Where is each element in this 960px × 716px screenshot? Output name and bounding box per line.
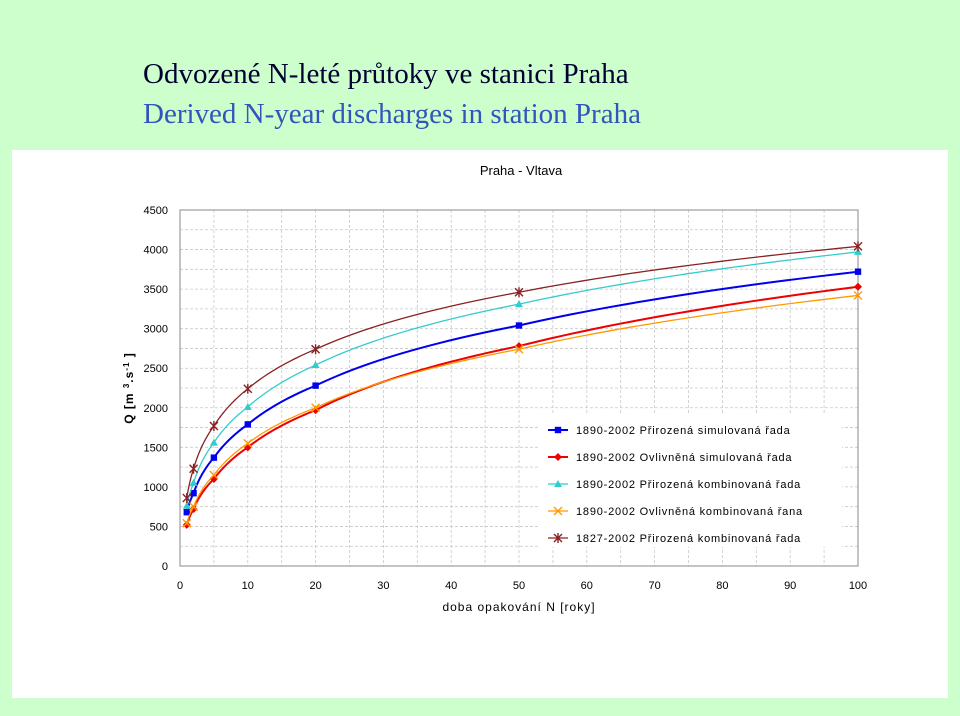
legend-marker-3 bbox=[554, 480, 562, 487]
legend-label-1: 1890-2002 Přirozená simulovaná řada bbox=[576, 425, 791, 437]
x-tick-label: 70 bbox=[648, 580, 660, 592]
series-3-point bbox=[311, 361, 320, 369]
series-5-point bbox=[514, 287, 524, 298]
series-1-point bbox=[854, 268, 862, 275]
x-tick-label: 30 bbox=[377, 580, 389, 592]
y-tick-label: 2000 bbox=[144, 403, 168, 415]
slide-title-czech: Odvozené N-leté průtoky ve stanici Praha bbox=[143, 58, 629, 90]
legend-label-4: 1890-2002 Ovlivněná kombinovaná řana bbox=[576, 506, 803, 518]
series-4-point bbox=[514, 344, 524, 354]
legend-marker-1 bbox=[554, 426, 562, 434]
series-5-point bbox=[189, 463, 199, 474]
x-tick-label: 80 bbox=[716, 580, 728, 592]
x-tick-label: 0 bbox=[177, 580, 183, 592]
y-tick-label: 1000 bbox=[144, 482, 168, 494]
y-axis-label: Q [m 3.s-1 ] bbox=[122, 352, 137, 424]
x-tick-label: 100 bbox=[849, 580, 867, 592]
series-3-point bbox=[243, 402, 252, 410]
legend-label-3: 1890-2002 Přirozená kombinovaná řada bbox=[576, 479, 801, 491]
series-3-point bbox=[189, 478, 198, 486]
y-tick-label: 1500 bbox=[144, 442, 168, 454]
series-4-point bbox=[182, 518, 192, 528]
series-3-point bbox=[515, 300, 523, 308]
series-5-point bbox=[182, 492, 192, 503]
series-1-point bbox=[183, 509, 190, 516]
x-tick-label: 40 bbox=[445, 580, 457, 592]
series-1-point bbox=[210, 454, 218, 461]
y-tick-label: 3500 bbox=[144, 284, 168, 296]
series-5-point bbox=[853, 241, 863, 252]
series-1-point bbox=[515, 322, 523, 329]
legend-marker-2 bbox=[554, 453, 562, 461]
x-tick-label: 90 bbox=[784, 580, 796, 592]
y-tick-label: 3000 bbox=[144, 324, 168, 336]
y-tick-label: 2500 bbox=[144, 363, 168, 375]
series-2-point bbox=[854, 282, 862, 291]
x-tick-label: 60 bbox=[581, 580, 593, 592]
y-tick-label: 4000 bbox=[144, 245, 168, 257]
series-3-point bbox=[209, 438, 218, 446]
legend-marker-5 bbox=[553, 533, 563, 543]
slide-title-english: Derived N-year discharges in station Pra… bbox=[143, 98, 641, 130]
series-5-point bbox=[311, 344, 321, 355]
legend-marker-4 bbox=[553, 506, 563, 516]
plot-border bbox=[179, 209, 859, 567]
series-2-point bbox=[182, 520, 191, 529]
series-4-point bbox=[209, 470, 219, 480]
x-axis-label: doba opakování N [roky] bbox=[442, 600, 595, 614]
series-5-point bbox=[243, 383, 253, 394]
series-4-point bbox=[311, 403, 321, 413]
series-1-point bbox=[190, 490, 197, 497]
chart-title: Praha - Vltava bbox=[480, 163, 563, 178]
series-4-point bbox=[243, 438, 253, 448]
x-tick-label: 50 bbox=[513, 580, 525, 592]
x-tick-label: 10 bbox=[242, 580, 254, 592]
series-1-point bbox=[244, 421, 251, 428]
series-3-point bbox=[854, 247, 862, 255]
series-4-point bbox=[853, 290, 863, 300]
y-tick-label: 4500 bbox=[144, 205, 168, 217]
legend-label-2: 1890-2002 Ovlivněná simulovaná řada bbox=[576, 452, 792, 464]
series-3-point bbox=[182, 501, 191, 509]
y-tick-label: 0 bbox=[162, 561, 168, 573]
y-tick-label: 500 bbox=[150, 521, 168, 533]
legend-box bbox=[540, 415, 842, 547]
series-5-point bbox=[209, 420, 219, 431]
x-tick-label: 20 bbox=[309, 580, 321, 592]
legend-label-5: 1827-2002 Přirozená kombinovaná řada bbox=[576, 533, 801, 545]
series-4-point bbox=[189, 502, 199, 512]
series-1-point bbox=[312, 382, 319, 389]
